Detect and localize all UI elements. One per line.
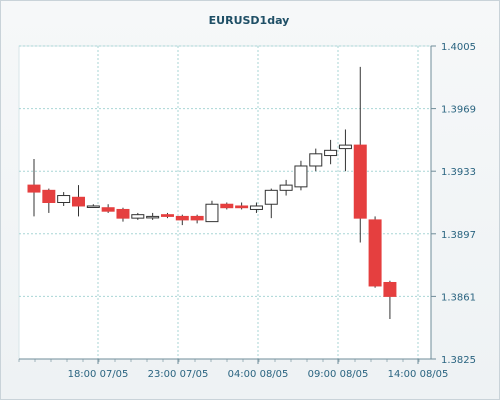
candle-body-bearish: [116, 208, 130, 219]
candle-body-bearish: [368, 219, 382, 287]
x-tick-label: 23:00 07/05: [148, 369, 209, 380]
candle-body-bearish: [220, 203, 234, 209]
candle: [249, 202, 263, 213]
candle-body-bullish: [338, 144, 352, 150]
candle-body-bullish: [86, 205, 100, 208]
candle: [71, 185, 85, 217]
candle: [57, 192, 71, 206]
candle-body-bullish: [249, 205, 263, 210]
chart-title: EURUSD1day: [209, 14, 290, 27]
candle-body-bearish: [383, 281, 397, 297]
candles-layer: [27, 66, 397, 320]
candle: [27, 159, 41, 217]
candle-body-bullish: [309, 153, 323, 167]
candle: [279, 179, 293, 196]
y-tick-label: 1.3825: [441, 355, 476, 366]
candle: [353, 66, 367, 243]
candle-body-bullish: [205, 203, 219, 223]
candle-body-bullish: [264, 189, 278, 205]
candle: [42, 188, 56, 213]
candle: [116, 207, 130, 222]
y-tick-label: 1.4005: [441, 42, 476, 53]
candle-body-bearish: [190, 215, 204, 221]
candle-body-bullish: [146, 215, 160, 219]
axes-layer: 1.4005 1.3969 1.3933 1.3897 1.3861 1.3825 18:0…: [18, 42, 476, 380]
x-tick-label: 14:00 08/05: [388, 369, 449, 380]
candle-body-bearish: [160, 214, 174, 217]
y-tick-label: 1.3861: [441, 292, 476, 303]
candle: [205, 200, 219, 223]
candle-body-bearish: [27, 184, 41, 193]
candle-body-bullish: [57, 195, 71, 204]
grid-lines: [19, 45, 431, 360]
candle-body-bullish: [324, 149, 338, 157]
candle: [131, 212, 145, 220]
x-tick-label: 09:00 08/05: [308, 369, 369, 380]
x-tick-label: 18:00 07/05: [68, 369, 129, 380]
candle: [324, 139, 338, 165]
candle: [338, 129, 352, 172]
candle: [294, 160, 308, 191]
candle: [101, 204, 115, 213]
candle: [86, 204, 100, 208]
candle-body-bearish: [353, 144, 367, 219]
candle: [309, 148, 323, 172]
candle: [146, 212, 160, 220]
candle: [160, 212, 174, 219]
candle: [190, 214, 204, 224]
x-tick-label: 04:00 08/05: [228, 369, 289, 380]
candle: [264, 188, 278, 219]
y-tick-label: 1.3969: [441, 105, 476, 116]
candle: [220, 202, 234, 210]
candle-body-bearish: [235, 205, 249, 209]
candle: [175, 214, 189, 226]
candle-body-bullish: [294, 165, 308, 188]
y-tick-label: 1.3933: [441, 167, 476, 178]
candle-body-bearish: [101, 207, 115, 212]
candle-body-bearish: [71, 196, 85, 207]
candle-body-bearish: [175, 215, 189, 221]
candle-body-bullish: [131, 214, 145, 219]
candle: [235, 202, 249, 210]
candle-body-bullish: [279, 184, 293, 191]
candle-body-bearish: [42, 189, 56, 203]
candle: [368, 216, 382, 288]
candle: [383, 280, 397, 320]
y-tick-label: 1.3897: [441, 230, 476, 241]
